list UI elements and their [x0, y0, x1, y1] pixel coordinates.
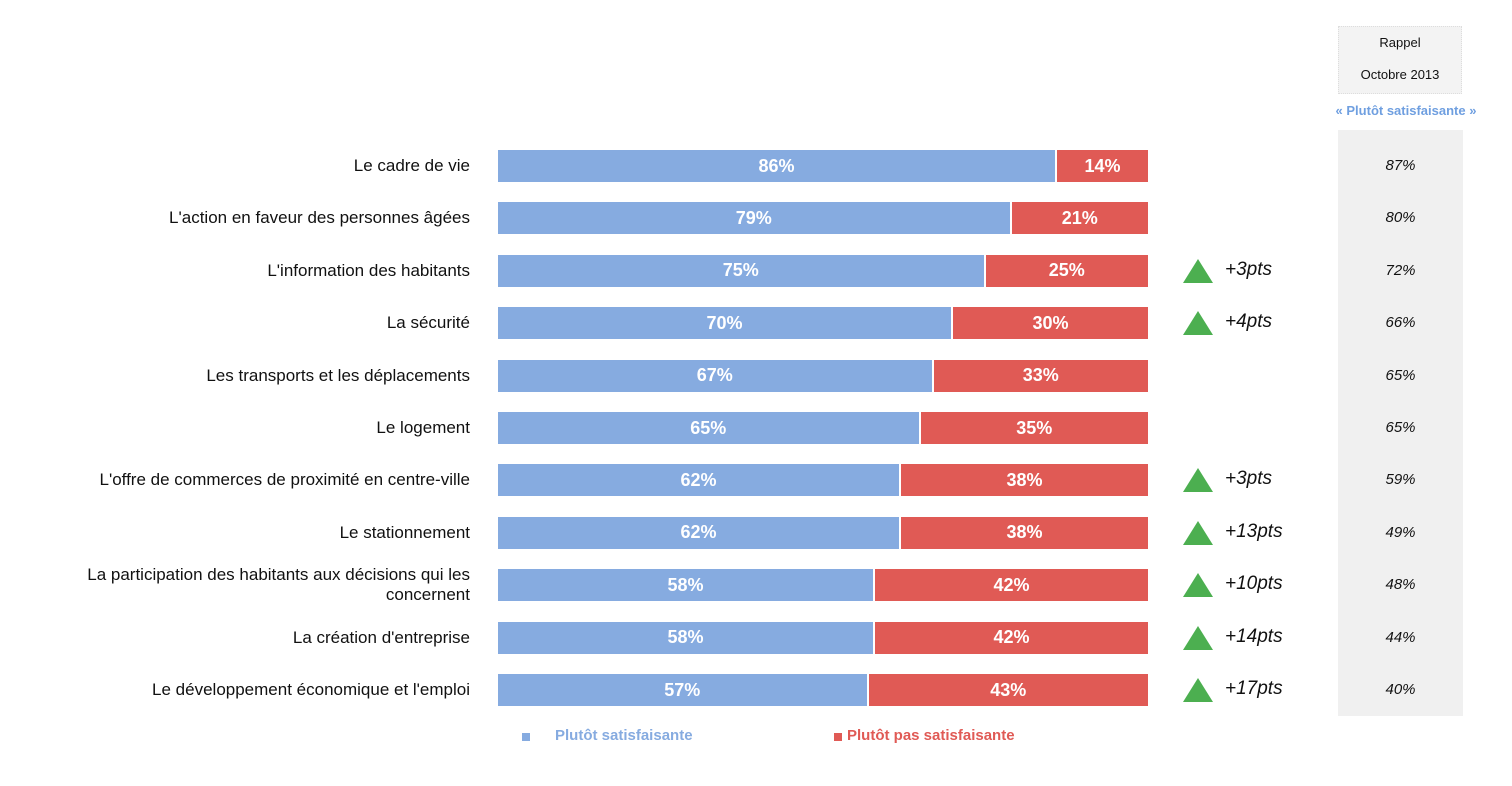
bar-pas-satisfaisante: 43%: [868, 674, 1148, 706]
bar-pas-satisfaisante: 38%: [901, 464, 1148, 497]
reminder-value: 44%: [1385, 628, 1416, 646]
category-label: L'information des habitants: [267, 260, 470, 280]
delta-label: +4pts: [1225, 311, 1273, 333]
reminder-value: 72%: [1385, 261, 1416, 279]
up-triangle-icon: [1183, 678, 1213, 702]
delta-label: +3pts: [1225, 468, 1273, 490]
reminder-value: 40%: [1385, 681, 1416, 698]
reminder-title-line2: Octobre 2013: [1360, 67, 1440, 82]
bar-pas-satisfaisante: 42%: [875, 621, 1148, 654]
reminder-column: [1338, 130, 1463, 716]
reminder-value: 48%: [1385, 576, 1416, 594]
bar-satisfaisante: 62%: [498, 464, 899, 497]
delta-label: +13pts: [1225, 520, 1283, 542]
category-label: Les transports et les déplacements: [206, 365, 470, 385]
reminder-subtitle: « Plutôt satisfaisante »: [1335, 103, 1477, 118]
category-label: Le cadre de vie: [353, 156, 470, 175]
category-label: La création d'entreprise: [292, 627, 470, 647]
bar-satisfaisante: 67%: [498, 359, 932, 392]
legend-label-pas-satisfaisante: Plutôt pas satisfaisante: [847, 727, 1015, 744]
category-label: L'action en faveur des personnes âgées: [169, 208, 470, 228]
category-label: Le logement: [376, 418, 470, 437]
bar-pas-satisfaisante: 38%: [901, 516, 1148, 549]
reminder-value: 65%: [1385, 366, 1416, 384]
delta-label: +14pts: [1225, 625, 1283, 647]
legend-swatch-pas-satisfaisante: [834, 733, 842, 741]
delta-label: +10pts: [1225, 573, 1283, 595]
bar-pas-satisfaisante: 21%: [1011, 202, 1148, 235]
legend-label-satisfaisante: Plutôt satisfaisante: [555, 727, 693, 744]
bar-satisfaisante: 57%: [498, 674, 867, 706]
reminder-value: 49%: [1385, 523, 1416, 541]
category-label: L'offre de commerces de proximité en cen…: [99, 470, 470, 490]
up-triangle-icon: [1183, 468, 1213, 493]
bar-satisfaisante: 79%: [498, 202, 1010, 235]
bar-satisfaisante: 58%: [498, 621, 873, 654]
bar-satisfaisante: 58%: [498, 569, 873, 602]
category-label: La sécurité: [386, 313, 470, 333]
reminder-value: 80%: [1385, 209, 1416, 227]
delta-label: +3pts: [1225, 258, 1273, 280]
legend-swatch-satisfaisante: [522, 733, 530, 741]
reminder-value: 87%: [1385, 157, 1416, 174]
up-triangle-icon: [1183, 520, 1213, 545]
bar-pas-satisfaisante: 42%: [875, 569, 1148, 602]
category-label: Le stationnement: [339, 522, 470, 542]
up-triangle-icon: [1183, 258, 1213, 283]
bar-pas-satisfaisante: 30%: [953, 307, 1148, 340]
category-label: La participation des habitants aux décis…: [87, 565, 470, 605]
up-triangle-icon: [1183, 625, 1213, 650]
bar-satisfaisante: 75%: [498, 254, 984, 287]
bar-satisfaisante: 62%: [498, 516, 899, 549]
bar-pas-satisfaisante: 14%: [1057, 150, 1148, 182]
bar-satisfaisante: 86%: [498, 150, 1055, 182]
bar-satisfaisante: 70%: [498, 307, 951, 340]
up-triangle-icon: [1183, 311, 1213, 336]
reminder-value: 66%: [1385, 314, 1416, 332]
bar-pas-satisfaisante: 35%: [920, 412, 1148, 444]
bar-pas-satisfaisante: 33%: [933, 359, 1148, 392]
reminder-title-line1: Rappel: [1379, 35, 1421, 50]
category-label: Le développement économique et l'emploi: [152, 680, 470, 699]
delta-label: +17pts: [1225, 678, 1283, 699]
reminder-value: 65%: [1385, 419, 1416, 436]
bar-pas-satisfaisante: 25%: [985, 254, 1148, 287]
up-triangle-icon: [1183, 573, 1213, 598]
reminder-header: Rappel Octobre 2013: [1338, 26, 1462, 94]
bar-satisfaisante: 65%: [498, 412, 919, 444]
reminder-value: 59%: [1385, 471, 1416, 489]
